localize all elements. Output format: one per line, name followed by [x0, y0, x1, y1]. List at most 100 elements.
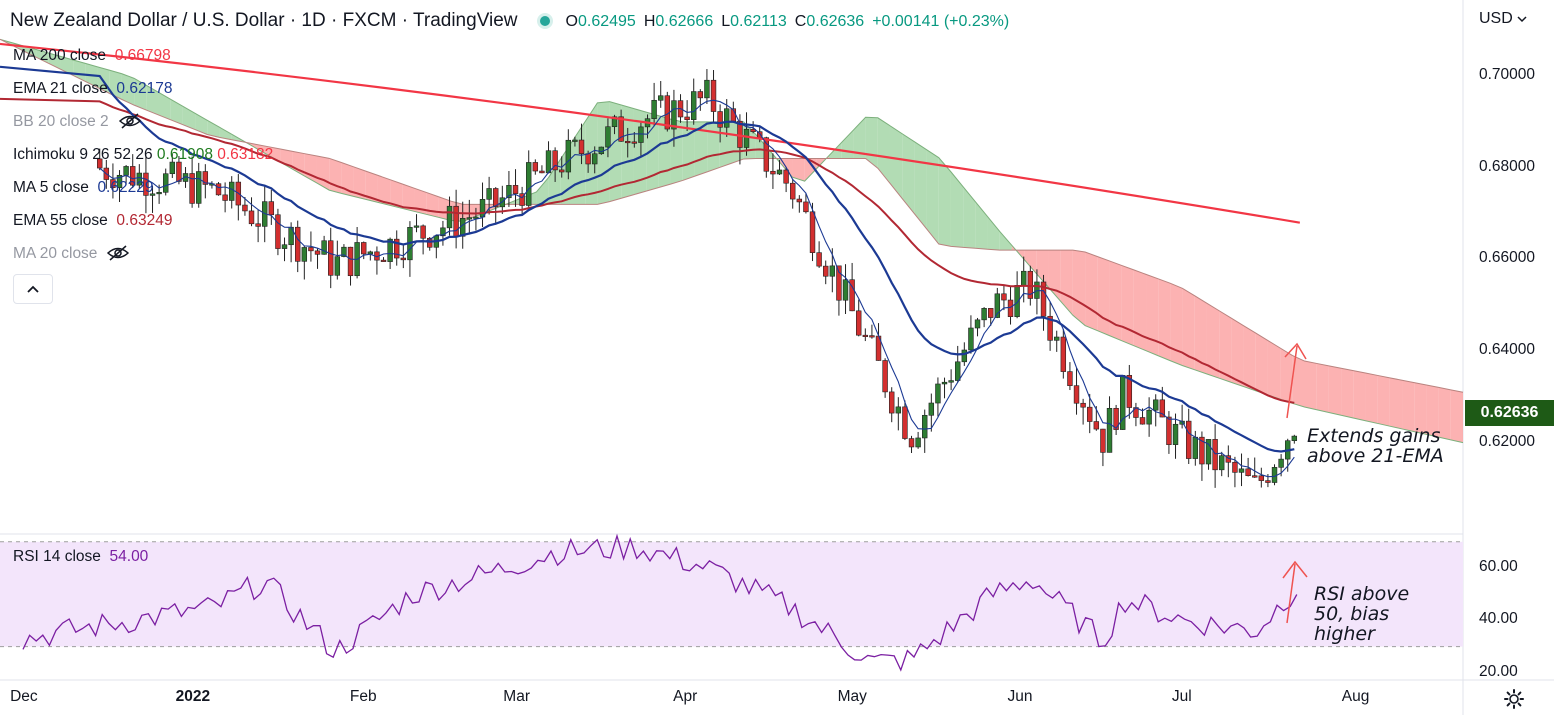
cloud-segment — [1389, 377, 1403, 429]
cloud-segment — [1206, 303, 1220, 379]
indicator-lines — [0, 42, 1301, 478]
cloud-segment — [536, 177, 549, 205]
legend-ichimoku[interactable]: Ichimoku 9 26 52 26 0.61908 0.63182 — [13, 146, 274, 163]
ma5-value: 0.62229 — [97, 179, 154, 196]
candle-down — [988, 308, 994, 318]
cloud-segment — [292, 151, 305, 177]
candle-down — [308, 247, 314, 252]
cloud-segment — [146, 85, 159, 115]
candle-down — [1073, 385, 1080, 404]
candle-down — [1232, 461, 1238, 473]
candle-down — [215, 183, 222, 196]
candle-up — [473, 216, 479, 219]
candle-up — [994, 293, 1001, 318]
cloud-segment — [1414, 382, 1427, 435]
candle-up — [955, 361, 961, 381]
candle-down — [803, 201, 809, 213]
candle-up — [724, 108, 730, 128]
candle-down — [618, 116, 624, 142]
rsi-value: 54.00 — [109, 548, 149, 565]
legend-ma20[interactable]: MA 20 close — [13, 245, 130, 266]
candle-up — [334, 256, 341, 276]
candle-up — [1271, 467, 1278, 483]
candle-up — [446, 205, 453, 229]
time-tick-label: 2022 — [175, 688, 211, 705]
ema21-line — [0, 65, 1295, 453]
legend-ma200[interactable]: MA 200 close 0.66798 — [13, 47, 171, 64]
candle-down — [400, 257, 407, 261]
candle-up — [565, 139, 572, 173]
cloud-segment — [1133, 269, 1147, 351]
eye-slash-icon[interactable] — [118, 113, 141, 134]
gear-icon[interactable] — [1503, 688, 1525, 715]
cloud-segment — [1328, 365, 1342, 416]
cloud-segment — [109, 70, 122, 100]
candle-down — [1166, 416, 1172, 445]
legend-ema55[interactable]: EMA 55 close 0.63249 — [13, 212, 173, 229]
candle-up — [116, 174, 123, 188]
candle-down — [532, 162, 539, 172]
cloud-segment — [1450, 389, 1463, 443]
symbol-title[interactable]: New Zealand Dollar / U.S. Dollar · 1D · … — [10, 10, 518, 31]
candle-up — [948, 380, 954, 383]
candle-down — [902, 406, 908, 439]
candle-down — [222, 194, 228, 201]
candle-up — [598, 146, 605, 155]
candle-down — [1080, 402, 1086, 408]
time-tick-label: Aug — [1341, 688, 1370, 705]
candle-up — [413, 225, 420, 228]
candle-down — [1040, 281, 1047, 317]
legend-bb[interactable]: BB 20 close 2 — [13, 113, 141, 134]
cloud-segment — [1060, 250, 1073, 316]
candle-down — [347, 246, 354, 277]
candle-up — [1219, 455, 1225, 471]
price-tick-label: 0.70000 — [1479, 66, 1536, 83]
time-tick-label: Mar — [503, 688, 530, 705]
cloud-segment — [1231, 318, 1244, 387]
candle-down — [631, 141, 638, 144]
candle-up — [149, 193, 156, 196]
candle-down — [823, 265, 829, 277]
candle-down — [1007, 299, 1014, 317]
candle-down — [908, 438, 915, 448]
ma200-line — [0, 42, 1301, 224]
candle-down — [380, 259, 387, 262]
arrow-price-head — [1284, 342, 1307, 360]
price-tick-label: 0.68000 — [1479, 157, 1536, 175]
currency-selector[interactable]: USD — [1479, 10, 1527, 28]
candle-up — [922, 414, 928, 439]
price-tick-label: 0.64000 — [1479, 340, 1536, 358]
cloud-segment — [1158, 278, 1171, 361]
candle-down — [1047, 315, 1053, 341]
collapse-legend-button[interactable] — [13, 274, 53, 304]
candle-up — [341, 246, 347, 257]
cloud-segment — [365, 171, 378, 203]
cloud-segment — [829, 142, 842, 159]
candle-up — [829, 265, 836, 277]
candle-down — [1113, 407, 1119, 430]
candle-down — [790, 182, 796, 200]
legend-ema21[interactable]: EMA 21 close 0.62178 — [13, 80, 173, 97]
candle-up — [229, 181, 235, 201]
cloud-segment — [402, 183, 415, 212]
candle-up — [572, 139, 578, 142]
cloud-segment — [1255, 333, 1268, 395]
cloud-segment — [377, 175, 391, 206]
eye-slash-icon[interactable] — [107, 245, 130, 266]
candle-down — [625, 140, 631, 144]
cloud-segment — [938, 157, 951, 247]
cloud-segment — [1280, 348, 1293, 404]
last-price-badge: 0.62636 — [1465, 400, 1554, 426]
candle-down — [295, 226, 301, 262]
cloud-segment — [268, 146, 281, 163]
legend-ma5[interactable]: MA 5 close 0.62229 — [13, 179, 154, 196]
rsi-tick-label: 60.00 — [1479, 558, 1518, 575]
cloud-segment — [1341, 368, 1354, 418]
legend-rsi[interactable]: RSI 14 close 54.00 — [13, 548, 149, 565]
cloud-segment — [207, 120, 220, 138]
candle-down — [1245, 468, 1251, 477]
candle-down — [552, 150, 558, 171]
cloud-segment — [841, 130, 854, 159]
candle-up — [136, 172, 143, 186]
